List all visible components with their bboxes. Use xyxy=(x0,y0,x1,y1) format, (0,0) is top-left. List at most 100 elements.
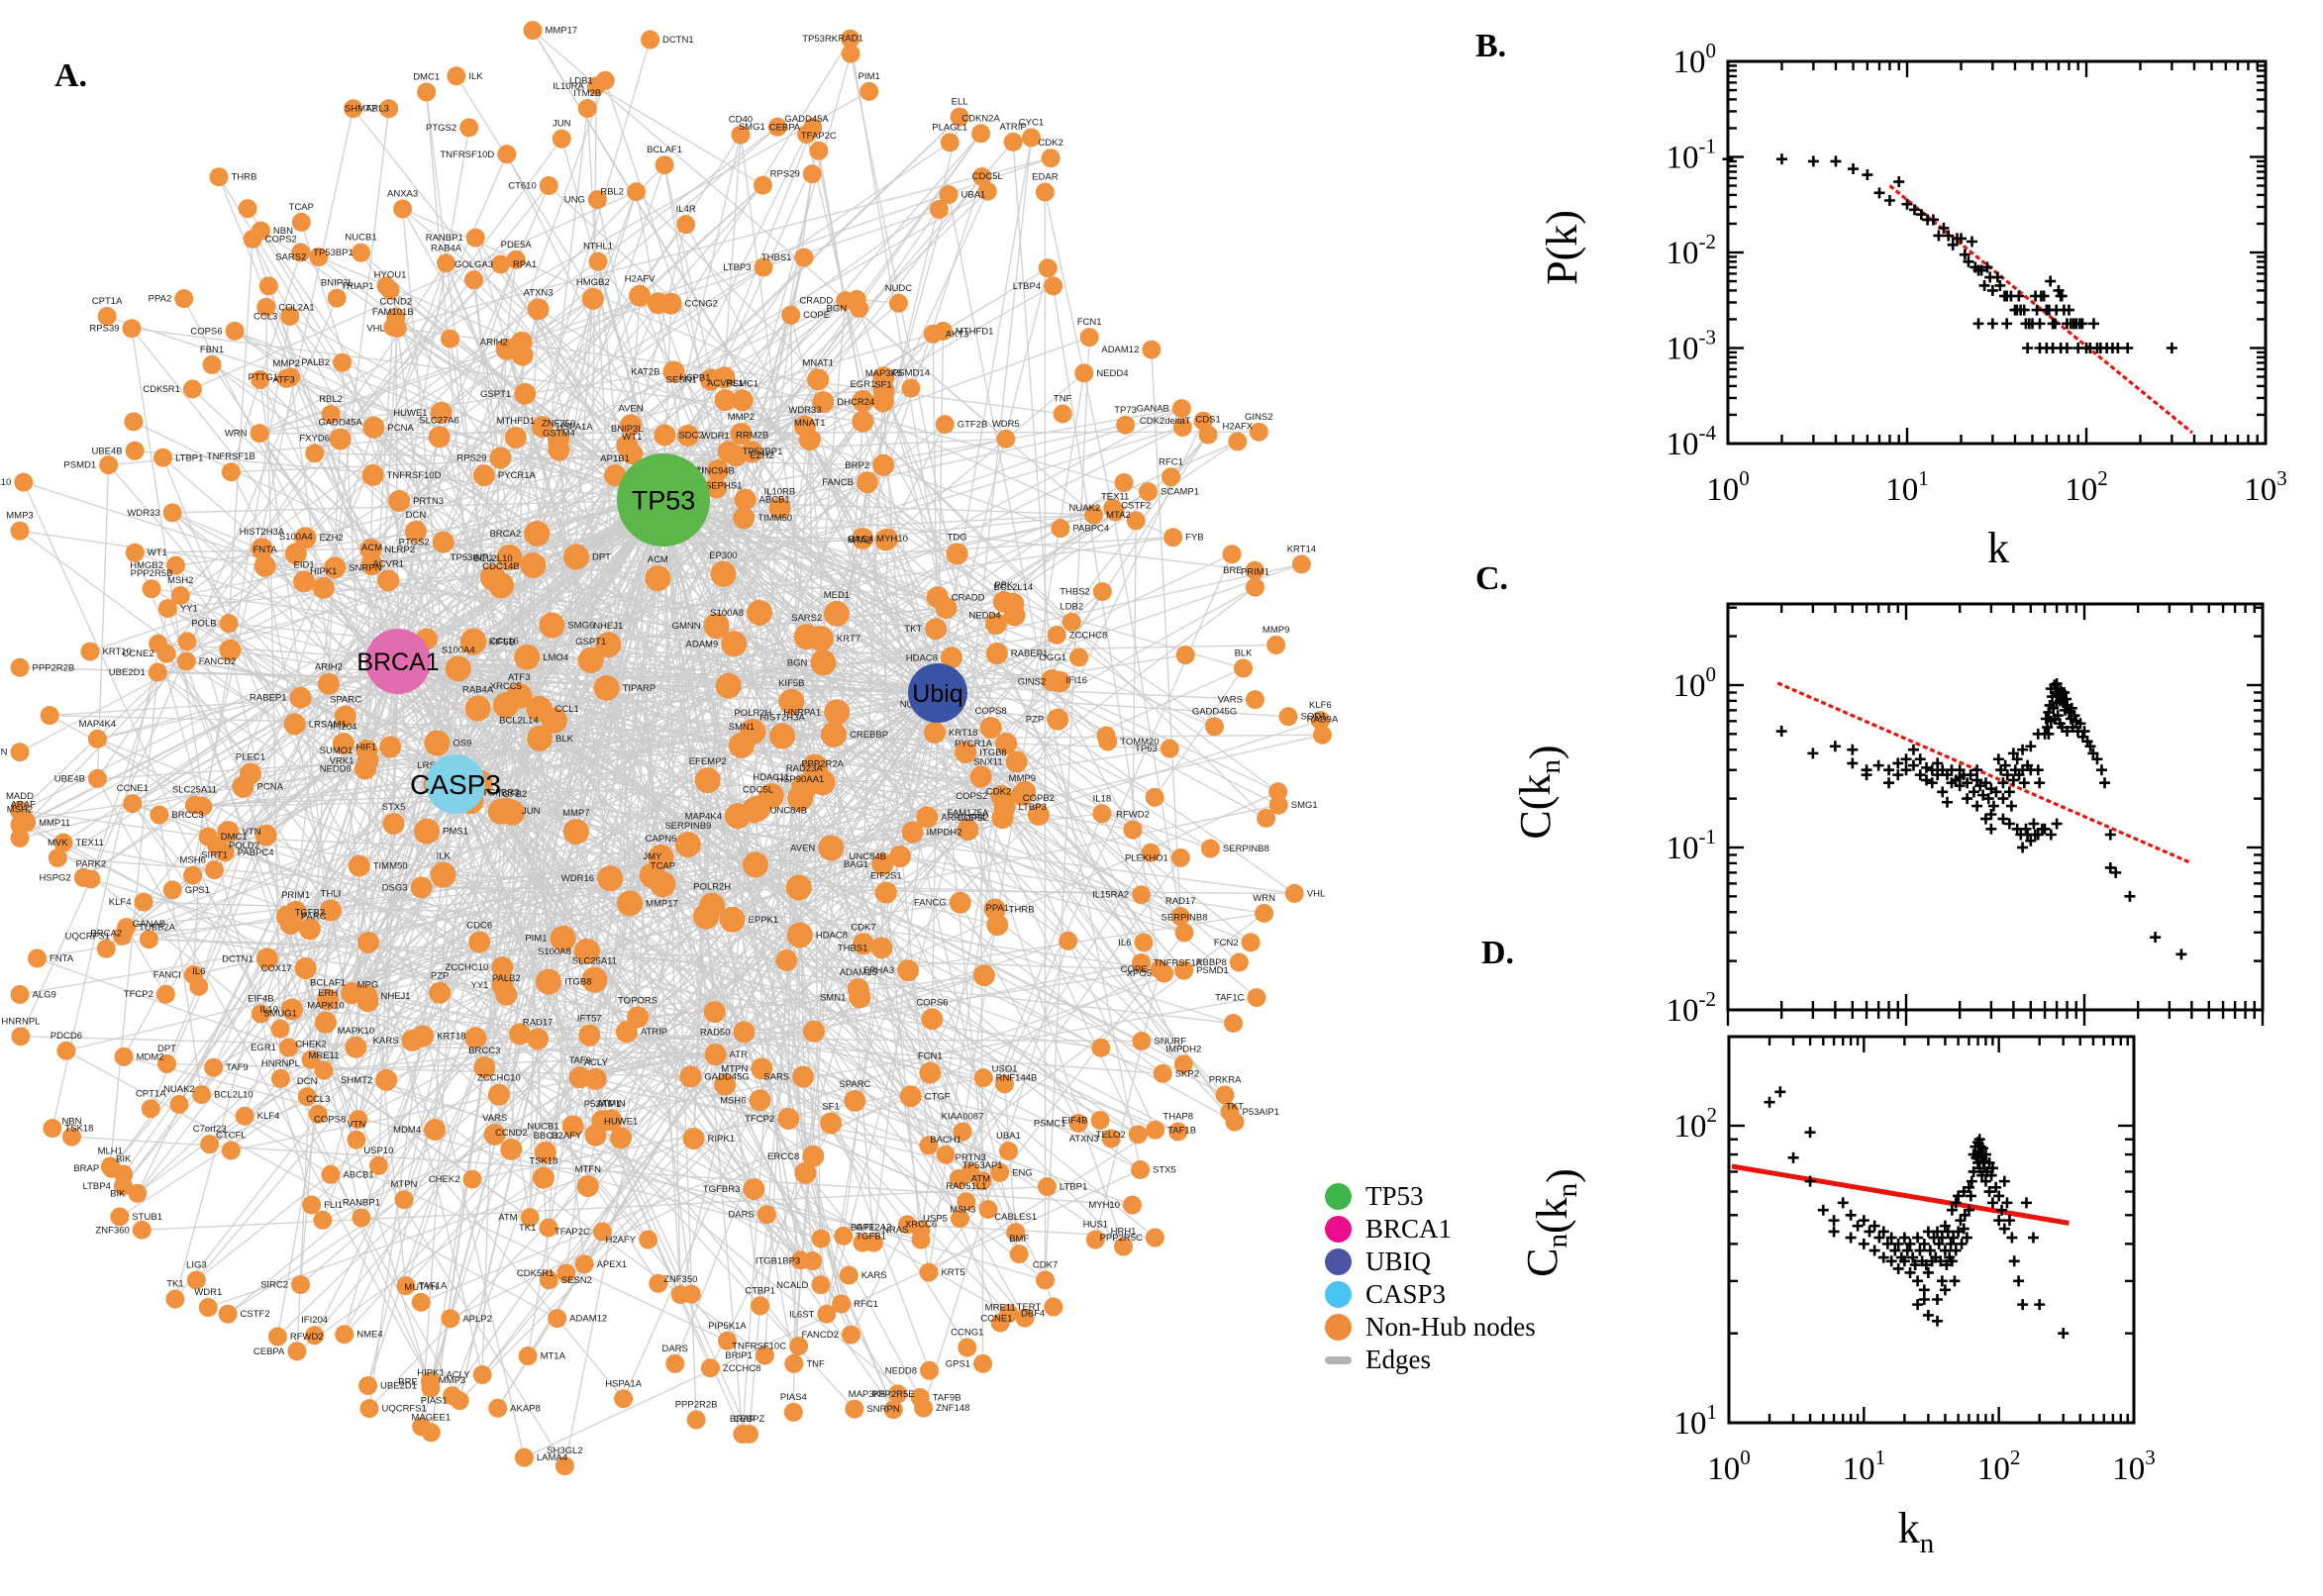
data-point xyxy=(1946,764,1958,776)
gene-label: ATRIP xyxy=(999,122,1026,133)
gene-label: PLEKHO1 xyxy=(1125,852,1168,863)
data-point xyxy=(1998,1223,2010,1235)
gene-node xyxy=(888,846,911,868)
gene-label: WDR16 xyxy=(561,873,594,884)
gene-node xyxy=(706,459,729,482)
gene-label: COPE xyxy=(1121,964,1148,975)
data-point xyxy=(2001,318,2013,330)
gene-label: WDR33 xyxy=(127,508,159,519)
gene-node xyxy=(743,1178,765,1201)
gene-node xyxy=(665,1353,685,1373)
data-point xyxy=(1979,1175,1991,1187)
data-point xyxy=(2022,343,2034,353)
data-point xyxy=(1937,764,1949,776)
gene-label: CPT1A xyxy=(136,1088,166,1099)
gene-node xyxy=(784,1353,804,1373)
data-point xyxy=(1922,1309,1934,1321)
gene-node xyxy=(1059,931,1078,950)
gene-label: FLI1 xyxy=(324,1200,343,1211)
gene-label: CDC6 xyxy=(466,920,492,931)
gene-node xyxy=(957,819,979,842)
gene-node xyxy=(924,721,947,744)
data-point xyxy=(2013,290,2025,302)
gene-node xyxy=(473,1056,496,1079)
gene-label: TERT xyxy=(1017,1302,1042,1313)
gene-node xyxy=(610,1127,633,1149)
data-point xyxy=(1889,1245,1901,1256)
gene-label: PIAS4 xyxy=(780,1392,807,1403)
plot-b: 100 101 102 103 100 10-1 10-2 10-3 10-4 P(k) k xyxy=(1538,39,2287,572)
gene-node xyxy=(591,1110,614,1133)
gene-label: WRN xyxy=(225,429,248,440)
gene-label: MED1 xyxy=(824,590,850,601)
gene-node xyxy=(309,248,329,267)
gene-label: RAB4A xyxy=(462,685,494,696)
gene-label: KRT5 xyxy=(941,1267,964,1278)
gene-label: RAB4A xyxy=(431,243,462,253)
gene-node xyxy=(626,182,646,202)
data-point xyxy=(2062,699,2073,711)
gene-label: TFAP2C xyxy=(801,131,837,142)
gene-label: BCL2L14 xyxy=(499,716,539,727)
data-point xyxy=(2007,774,2019,786)
gene-node xyxy=(162,503,182,523)
gene-label: IL4R xyxy=(676,204,696,215)
gene-label: MAP3K5 xyxy=(865,368,903,379)
data-point xyxy=(1898,1255,1910,1267)
data-point xyxy=(1950,774,1962,786)
gene-label: POLR2H xyxy=(693,882,731,893)
gene-label: ZCCHC8 xyxy=(1069,630,1108,641)
gene-node xyxy=(1153,1063,1172,1083)
gene-label: ATRIP xyxy=(641,1027,667,1038)
gene-label: RAD17 xyxy=(523,1017,554,1028)
data-point xyxy=(1915,209,1927,221)
gene-label: HNRPA1 xyxy=(783,707,821,718)
gene-label: VARS xyxy=(482,1113,507,1124)
gene-node xyxy=(1138,482,1158,502)
data-point xyxy=(1975,1148,1987,1160)
data-point xyxy=(1912,1232,1924,1244)
gene-node xyxy=(692,903,719,930)
gene-label: TP53AP1 xyxy=(962,1160,1003,1171)
gene-label: DPT xyxy=(157,1044,176,1054)
data-point xyxy=(2099,777,2111,789)
gene-label: MAGEE1 xyxy=(412,1412,452,1423)
gene-node xyxy=(699,368,722,391)
gene-label: PSMC1 xyxy=(1034,1118,1066,1129)
gene-label: PDE5A xyxy=(501,240,533,250)
gene-label: VTN xyxy=(243,827,261,838)
gene-label: ATF3 xyxy=(272,375,295,386)
gene-node xyxy=(818,835,845,861)
legend-item: TP53 xyxy=(1325,1180,1582,1213)
data-point xyxy=(2063,706,2074,718)
gene-node xyxy=(561,1115,584,1138)
gene-label: CT610 xyxy=(508,180,537,191)
gene-label: CDK2 xyxy=(986,787,1011,798)
gene-label: HYOU1 xyxy=(374,269,407,280)
gene-label: COPS2 xyxy=(956,791,987,802)
gene-node xyxy=(258,276,278,296)
gene-node xyxy=(1225,1112,1245,1132)
data-point xyxy=(2005,800,2017,812)
gene-label: NCALD xyxy=(776,1280,808,1291)
gene-label: FANCG xyxy=(914,898,947,909)
gene-node xyxy=(1174,923,1194,943)
gene-node xyxy=(721,631,748,657)
gene-label: MMP9 xyxy=(1262,625,1289,636)
gene-label: HIST2H3A xyxy=(759,713,805,724)
gene-node xyxy=(183,964,203,984)
hub-label-tp53: TP53 xyxy=(632,485,696,515)
gene-node xyxy=(280,998,303,1021)
gene-node xyxy=(10,815,30,835)
gene-node xyxy=(297,1087,317,1107)
gene-node xyxy=(1247,988,1266,1008)
gene-label: TEX11 xyxy=(1101,491,1129,502)
gene-node xyxy=(110,1207,130,1227)
gene-label: IL15RA2 xyxy=(1092,890,1129,901)
gene-node xyxy=(919,1136,939,1155)
gene-node xyxy=(562,818,589,845)
gene-label: IFI204 xyxy=(301,1315,328,1326)
gene-label: CCNE1 xyxy=(117,783,149,794)
gene-label: HDAC11 xyxy=(753,772,789,783)
tick-label: 10-3 xyxy=(1666,326,1717,367)
